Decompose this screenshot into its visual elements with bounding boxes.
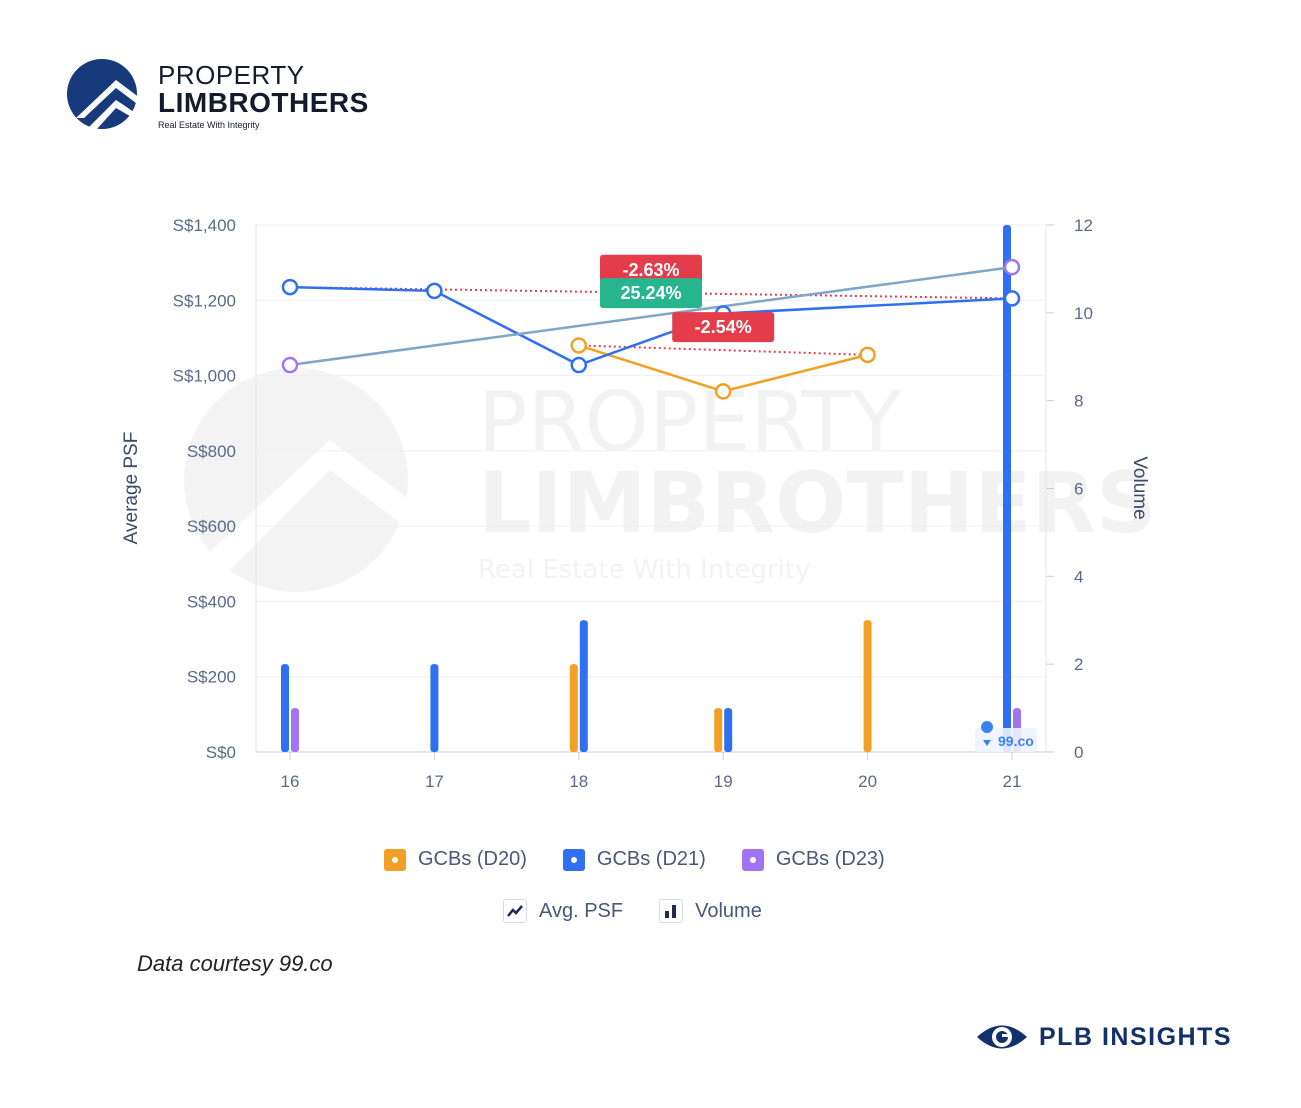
watermark-logo-icon bbox=[184, 368, 408, 592]
brand-line1: PROPERTY bbox=[158, 60, 305, 90]
y-tick-label: S$600 bbox=[187, 517, 236, 536]
psf-markers bbox=[281, 258, 1021, 400]
y2-tick-label: 10 bbox=[1074, 304, 1093, 323]
volume-bar bbox=[281, 664, 289, 752]
legend-label-d21: GCBs (D21) bbox=[596, 848, 706, 870]
y-tick-label: S$0 bbox=[206, 743, 236, 762]
trend-line bbox=[578, 344, 868, 356]
y-tick-label: S$400 bbox=[187, 592, 236, 611]
footnote: Data courtesy 99.co bbox=[137, 951, 333, 976]
watermark-tagline: Real Estate With Integrity bbox=[478, 555, 811, 585]
house-logo-icon bbox=[67, 59, 140, 130]
d20-swatch-icon bbox=[384, 848, 406, 871]
y2-axis-title: Volume bbox=[1129, 456, 1150, 519]
y2-tick-label: 8 bbox=[1074, 392, 1083, 411]
watermark-line2: LIMBROTHERS bbox=[478, 454, 1157, 552]
psf-marker bbox=[859, 346, 876, 364]
annotation-badge bbox=[672, 312, 775, 343]
d21-swatch-icon bbox=[562, 848, 585, 871]
line-chart-icon bbox=[503, 899, 527, 923]
brand-tagline: Real Estate With Integrity bbox=[158, 120, 260, 130]
change-annotations: -2.63% 25.24% -2.54% bbox=[600, 254, 775, 343]
d23-swatch-icon bbox=[741, 848, 764, 871]
y2-tick-label: 2 bbox=[1074, 655, 1083, 674]
volume-bar bbox=[863, 620, 872, 752]
volume-bar bbox=[430, 664, 439, 752]
x-tick-label: 18 bbox=[569, 772, 588, 791]
volume-bar bbox=[569, 664, 578, 752]
annotation-badge bbox=[600, 254, 702, 285]
legend-types: Avg. PSF Volume bbox=[503, 899, 762, 923]
legend-label-volume: Volume bbox=[695, 899, 762, 922]
y2-tick-label: 6 bbox=[1074, 480, 1083, 499]
legend-label-avg-psf: Avg. PSF bbox=[539, 899, 624, 922]
axes: S$0 S$200 S$400 S$600 S$800 S$1,000 S$1,200 S$1… bbox=[173, 216, 1093, 791]
psf-marker bbox=[1003, 258, 1021, 276]
y-tick-label: S$1,200 bbox=[173, 291, 236, 310]
watermark-line1: PROPERTY bbox=[478, 375, 902, 470]
legend-label-d23: GCBs (D23) bbox=[775, 848, 885, 870]
legend-item-d21[interactable]: GCBs (D21) bbox=[562, 848, 706, 871]
x-tick-label: 17 bbox=[425, 772, 444, 791]
psf-marker bbox=[714, 383, 732, 400]
y-axis-title: Average PSF bbox=[121, 432, 142, 545]
bar-chart-icon bbox=[659, 899, 684, 923]
psf-marker bbox=[570, 356, 588, 374]
y-tick-label: S$1,000 bbox=[173, 367, 236, 386]
psf-marker bbox=[570, 337, 588, 354]
volume-bar bbox=[579, 620, 588, 752]
volume-bar bbox=[714, 708, 723, 752]
footer-brand-text: PLB INSIGHTS bbox=[1039, 1022, 1233, 1051]
legend-label-d20: GCBs (D20) bbox=[418, 848, 527, 870]
eye-logo-icon bbox=[977, 1025, 1027, 1049]
annotation-badge bbox=[600, 278, 702, 309]
y2-tick-label: 12 bbox=[1074, 216, 1093, 235]
footer-brand: PLB INSIGHTS bbox=[975, 1020, 1232, 1054]
source-badge: 99.co bbox=[975, 721, 1037, 752]
legend-item-volume[interactable]: Volume bbox=[659, 899, 762, 923]
brand-line2: LIMBROTHERS bbox=[158, 87, 369, 118]
y2-tick-label: 0 bbox=[1074, 743, 1083, 762]
psf-marker bbox=[1003, 290, 1021, 307]
psf-marker bbox=[426, 282, 443, 300]
y-tick-label: S$200 bbox=[187, 668, 236, 687]
volume-bars bbox=[281, 225, 1021, 752]
legend-item-avg-psf[interactable]: Avg. PSF bbox=[503, 899, 623, 923]
x-tick-label: 16 bbox=[281, 772, 300, 791]
annotation-label: -2.63% bbox=[622, 260, 679, 280]
y2-tick-label: 4 bbox=[1074, 567, 1083, 586]
watermark: PROPERTY LIMBROTHERS Real Estate With In… bbox=[184, 368, 1157, 592]
location-pin-icon bbox=[981, 721, 994, 746]
psf-marker bbox=[281, 356, 299, 374]
psf-line bbox=[289, 265, 1013, 367]
source-badge-text: 99.co bbox=[998, 733, 1034, 749]
brand-logo: PROPERTY LIMBROTHERS Real Estate With In… bbox=[66, 58, 386, 138]
legend-item-d23[interactable]: GCBs (D23) bbox=[741, 848, 885, 871]
volume-bar bbox=[724, 708, 733, 752]
y-tick-label: S$800 bbox=[187, 442, 236, 461]
x-tick-label: 19 bbox=[714, 772, 733, 791]
volume-bar bbox=[291, 708, 299, 752]
x-tick-label: 20 bbox=[858, 772, 877, 791]
annotation-label: -2.54% bbox=[695, 317, 752, 337]
legend-item-d20[interactable]: GCBs (D20) bbox=[384, 848, 527, 871]
annotation-label: 25.24% bbox=[620, 283, 681, 303]
x-tick-label: 21 bbox=[1003, 772, 1022, 791]
y-tick-label: S$1,400 bbox=[173, 216, 236, 235]
volume-bar bbox=[1003, 225, 1011, 752]
psf-marker bbox=[281, 278, 299, 296]
legend-series: GCBs (D20) GCBs (D21) GCBs (D23) bbox=[384, 848, 885, 871]
